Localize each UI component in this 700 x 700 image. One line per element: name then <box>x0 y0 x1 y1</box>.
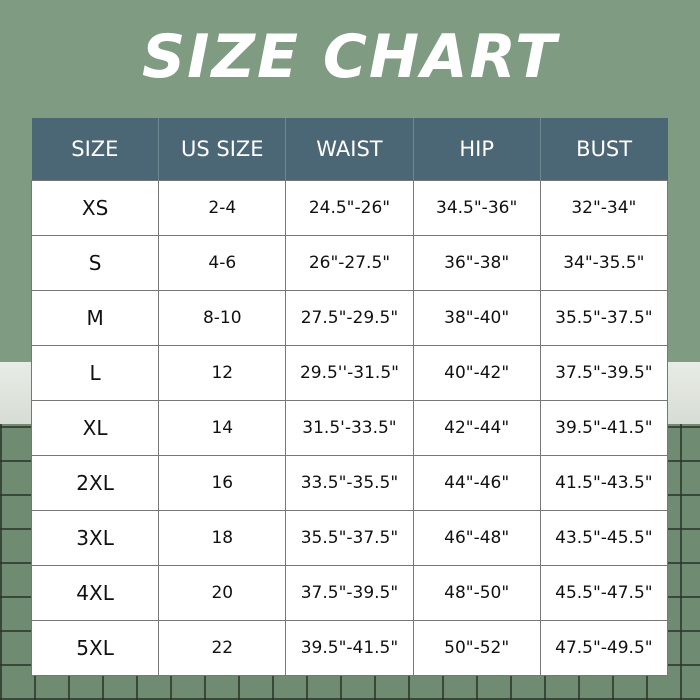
cell-us-size: 16 <box>158 455 287 511</box>
column-header-hip: HIP <box>412 118 541 181</box>
cell-bust: 45.5"-47.5" <box>539 565 669 621</box>
cell-bust: 35.5"-37.5" <box>539 290 669 346</box>
table-row: 2XL 16 33.5"-35.5" 44"-46" 41.5"-43.5" <box>30 455 669 511</box>
cell-size: XL <box>30 400 160 456</box>
cell-size: 3XL <box>30 510 160 566</box>
table-row: S 4-6 26"-27.5" 36"-38" 34"-35.5" <box>30 235 669 291</box>
cell-waist: 35.5"-37.5" <box>285 510 414 566</box>
cell-bust: 39.5"-41.5" <box>539 400 669 456</box>
cell-waist: 39.5"-41.5" <box>285 620 414 676</box>
cell-size: M <box>30 290 160 346</box>
cell-bust: 41.5"-43.5" <box>539 455 669 511</box>
cell-bust: 37.5"-39.5" <box>539 345 669 401</box>
cell-hip: 50"-52" <box>412 620 541 676</box>
table-row: 5XL 22 39.5"-41.5" 50"-52" 47.5"-49.5" <box>30 620 669 676</box>
table-row: XL 14 31.5'-33.5" 42"-44" 39.5"-41.5" <box>30 400 669 456</box>
table-row: L 12 29.5''-31.5" 40"-42" 37.5"-39.5" <box>30 345 669 401</box>
column-header-us-size: US SIZE <box>158 118 286 181</box>
page-title: SIZE CHART <box>141 22 559 92</box>
cell-hip: 46"-48" <box>412 510 541 566</box>
cell-us-size: 22 <box>158 620 287 676</box>
cell-us-size: 12 <box>158 345 287 401</box>
cell-size: 4XL <box>30 565 160 621</box>
cell-waist: 27.5"-29.5" <box>285 290 414 346</box>
cell-waist: 29.5''-31.5" <box>285 345 414 401</box>
cell-waist: 31.5'-33.5" <box>285 400 414 456</box>
cell-bust: 47.5"-49.5" <box>539 620 669 676</box>
cell-waist: 37.5"-39.5" <box>285 565 414 621</box>
cell-us-size: 8-10 <box>158 290 287 346</box>
cell-size: L <box>30 345 160 401</box>
cell-hip: 36"-38" <box>412 235 541 291</box>
column-header-size: SIZE <box>31 118 159 181</box>
header-row: SIZE US SIZE WAIST HIP BUST <box>31 118 668 181</box>
cell-hip: 42"-44" <box>412 400 541 456</box>
cell-bust: 34"-35.5" <box>539 235 669 291</box>
size-chart-table: SIZE US SIZE WAIST HIP BUST XS 2-4 24.5"-26" 34… <box>30 118 669 676</box>
cell-us-size: 2-4 <box>158 180 287 236</box>
cell-size: 5XL <box>30 620 160 676</box>
cell-us-size: 18 <box>158 510 287 566</box>
cell-us-size: 14 <box>158 400 287 456</box>
cell-hip: 34.5"-36" <box>412 180 541 236</box>
column-header-bust: BUST <box>539 118 668 181</box>
cell-size: 2XL <box>30 455 160 511</box>
cell-hip: 38"-40" <box>412 290 541 346</box>
table-row: XS 2-4 24.5"-26" 34.5"-36" 32"-34" <box>30 180 669 236</box>
table-row: 4XL 20 37.5"-39.5" 48"-50" 45.5"-47.5" <box>30 565 669 621</box>
cell-hip: 44"-46" <box>412 455 541 511</box>
cell-waist: 33.5"-35.5" <box>285 455 414 511</box>
column-header-waist: WAIST <box>285 118 414 181</box>
cell-bust: 43.5"-45.5" <box>539 510 669 566</box>
cell-waist: 24.5"-26" <box>285 180 414 236</box>
cell-size: XS <box>30 180 160 236</box>
table-row: 3XL 18 35.5"-37.5" 46"-48" 43.5"-45.5" <box>30 510 669 566</box>
table-row: M 8-10 27.5"-29.5" 38"-40" 35.5"-37.5" <box>30 290 669 346</box>
cell-size: S <box>30 235 160 291</box>
cell-hip: 48"-50" <box>412 565 541 621</box>
cell-us-size: 20 <box>158 565 287 621</box>
cell-waist: 26"-27.5" <box>285 235 414 291</box>
cell-us-size: 4-6 <box>158 235 287 291</box>
cell-hip: 40"-42" <box>412 345 541 401</box>
cell-bust: 32"-34" <box>539 180 669 236</box>
